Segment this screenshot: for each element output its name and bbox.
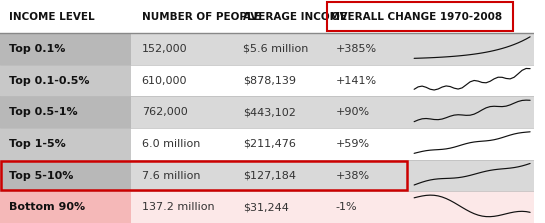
Text: $31,244: $31,244 [243, 202, 289, 212]
Text: $127,184: $127,184 [243, 171, 296, 180]
Text: 7.6 million: 7.6 million [142, 171, 200, 180]
Text: +385%: +385% [336, 44, 377, 54]
Text: -1%: -1% [336, 202, 357, 212]
Bar [0, 96, 131, 128]
Text: $878,139: $878,139 [243, 76, 296, 85]
Text: +90%: +90% [336, 107, 370, 117]
Text: 610,000: 610,000 [142, 76, 187, 85]
Text: Bottom 90%: Bottom 90% [9, 202, 85, 212]
Bar [0, 160, 131, 191]
Text: AVERAGE INCOME: AVERAGE INCOME [243, 12, 347, 21]
Bar [1, 161, 407, 190]
Text: +141%: +141% [336, 76, 377, 85]
Bar [0, 65, 131, 96]
Bar [0, 33, 535, 65]
Bar [0, 191, 535, 223]
Text: Top 5-10%: Top 5-10% [9, 171, 74, 180]
Bar [327, 2, 513, 31]
Bar [0, 65, 535, 96]
Text: $443,102: $443,102 [243, 107, 296, 117]
Bar [0, 0, 535, 33]
Text: $211,476: $211,476 [243, 139, 296, 149]
Text: OVERALL CHANGE 1970-2008: OVERALL CHANGE 1970-2008 [331, 12, 502, 21]
Text: Top 0.5-1%: Top 0.5-1% [9, 107, 78, 117]
Bar [0, 96, 535, 128]
Bar [0, 128, 131, 160]
Text: 137.2 million: 137.2 million [142, 202, 214, 212]
Text: +59%: +59% [336, 139, 370, 149]
Text: Top 0.1-0.5%: Top 0.1-0.5% [9, 76, 89, 85]
Text: Top 1-5%: Top 1-5% [9, 139, 66, 149]
Text: INCOME LEVEL: INCOME LEVEL [9, 12, 95, 21]
Text: NUMBER OF PEOPLE: NUMBER OF PEOPLE [142, 12, 261, 21]
Bar [0, 33, 131, 65]
Text: 6.0 million: 6.0 million [142, 139, 200, 149]
Text: +38%: +38% [336, 171, 370, 180]
Bar [0, 191, 131, 223]
Text: $5.6 million: $5.6 million [243, 44, 308, 54]
Text: 152,000: 152,000 [142, 44, 187, 54]
Bar [0, 128, 535, 160]
Text: 762,000: 762,000 [142, 107, 187, 117]
Text: Top 0.1%: Top 0.1% [9, 44, 65, 54]
Bar [0, 160, 535, 191]
